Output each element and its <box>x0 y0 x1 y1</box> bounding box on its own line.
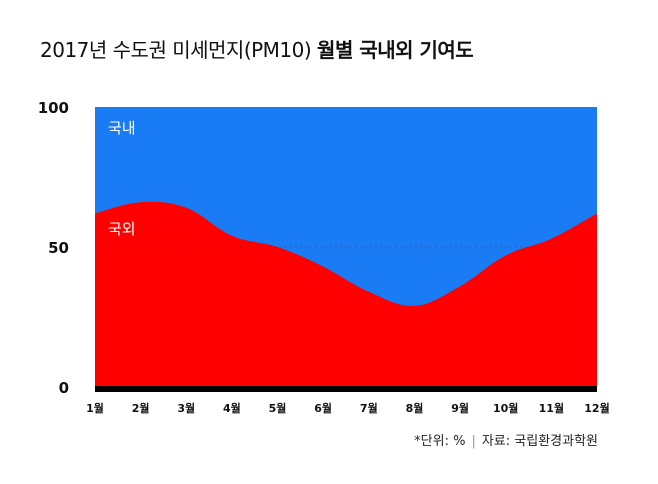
y-tick-label: 0 <box>59 379 69 397</box>
chart-title-normal: 2017년 수도권 미세먼지(PM10) <box>40 38 312 62</box>
series-label-domestic: 국내 <box>108 119 136 137</box>
source-note: 자료: 국립환경과학원 <box>481 434 598 449</box>
y-tick-label: 100 <box>38 99 69 117</box>
x-tick-label: 2월 <box>132 401 150 415</box>
x-tick-label: 6월 <box>314 401 332 415</box>
x-tick-label: 8월 <box>406 401 424 415</box>
x-tick-label: 11월 <box>539 401 564 415</box>
x-tick-label: 4월 <box>223 401 241 415</box>
x-tick-label: 9월 <box>451 401 469 415</box>
x-tick-label: 10월 <box>493 401 518 415</box>
chart-title: 2017년 수도권 미세먼지(PM10) 월별 국내외 기여도 <box>40 34 474 63</box>
series-label-foreign: 국외 <box>108 220 136 238</box>
area-foreign <box>95 201 597 387</box>
x-tick-label: 5월 <box>269 401 287 415</box>
x-tick-label: 7월 <box>360 401 378 415</box>
footnote-separator: | <box>471 434 476 449</box>
x-tick-label: 12월 <box>584 401 609 415</box>
x-axis-baseline <box>95 386 597 392</box>
unit-note: *단위: % <box>414 434 466 449</box>
x-tick-label: 3월 <box>177 401 195 415</box>
y-tick-label: 50 <box>48 239 69 257</box>
x-tick-label: 1월 <box>86 401 104 415</box>
chart-title-bold: 월별 국내외 기여도 <box>317 38 474 62</box>
chart-footnote: *단위: % | 자료: 국립환경과학원 <box>414 430 598 449</box>
